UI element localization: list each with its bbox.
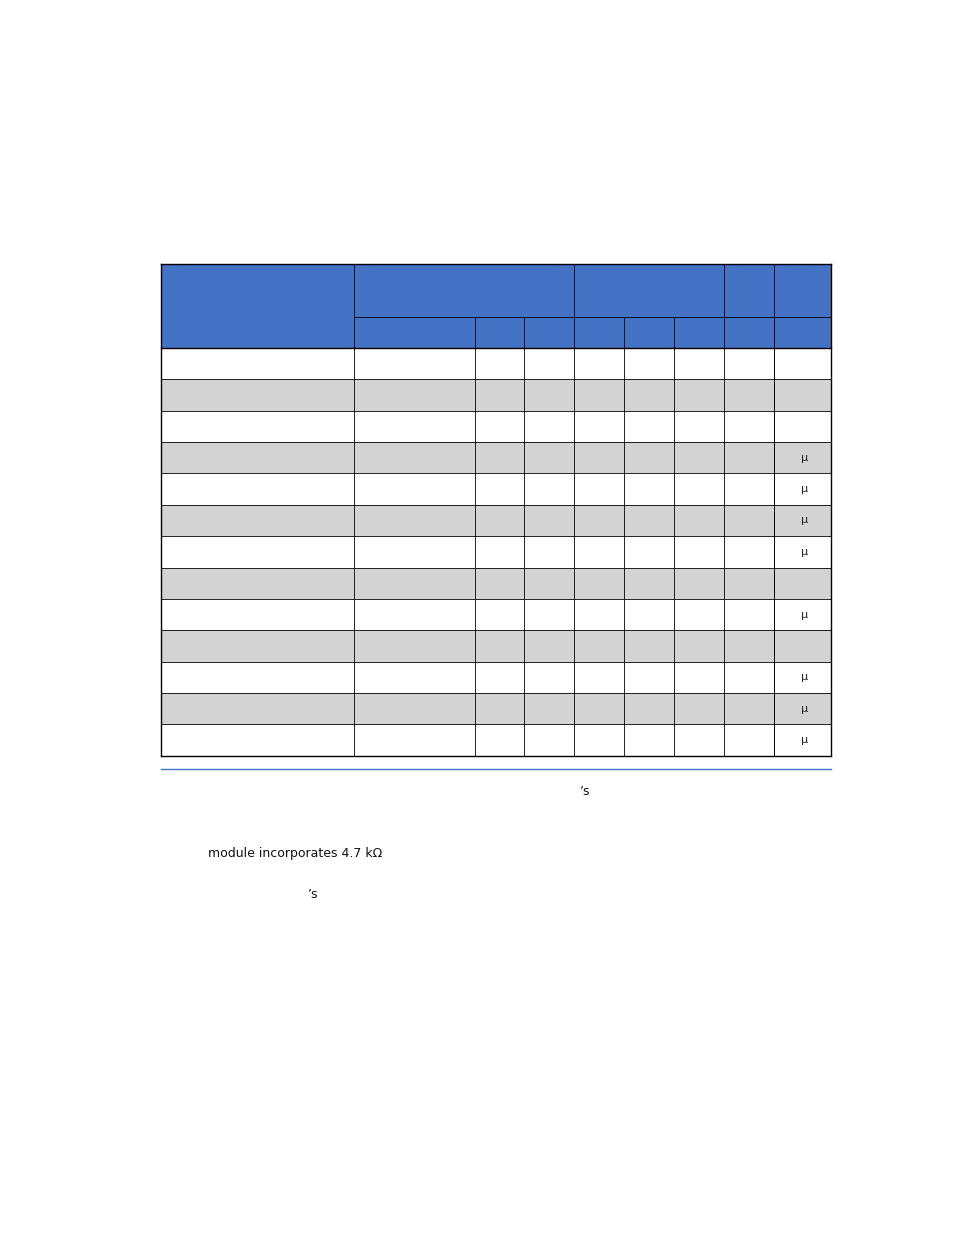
Bar	[161, 316, 830, 348]
Bar	[161, 630, 830, 662]
Bar	[161, 442, 830, 473]
Text: μ: μ	[801, 453, 807, 463]
Text: module incorporates 4.7 kΩ: module incorporates 4.7 kΩ	[208, 847, 382, 861]
Text: μ: μ	[801, 515, 807, 526]
Text: μ: μ	[801, 672, 807, 683]
Text: μ: μ	[801, 735, 807, 745]
Bar	[161, 411, 830, 442]
Bar	[161, 536, 830, 568]
Text: ’s: ’s	[308, 888, 318, 902]
Bar	[161, 693, 830, 725]
Bar	[161, 264, 830, 348]
Text: μ: μ	[801, 484, 807, 494]
Bar	[161, 568, 830, 599]
Text: μ: μ	[801, 610, 807, 620]
Bar	[161, 662, 830, 693]
Bar	[161, 599, 830, 630]
Text: ’s: ’s	[579, 785, 590, 799]
Text: μ: μ	[801, 704, 807, 714]
Bar	[161, 264, 830, 316]
Bar	[161, 379, 830, 411]
Bar	[161, 473, 830, 505]
Text: μ: μ	[801, 547, 807, 557]
Bar	[161, 725, 830, 756]
Bar	[161, 348, 830, 379]
Bar	[161, 505, 830, 536]
